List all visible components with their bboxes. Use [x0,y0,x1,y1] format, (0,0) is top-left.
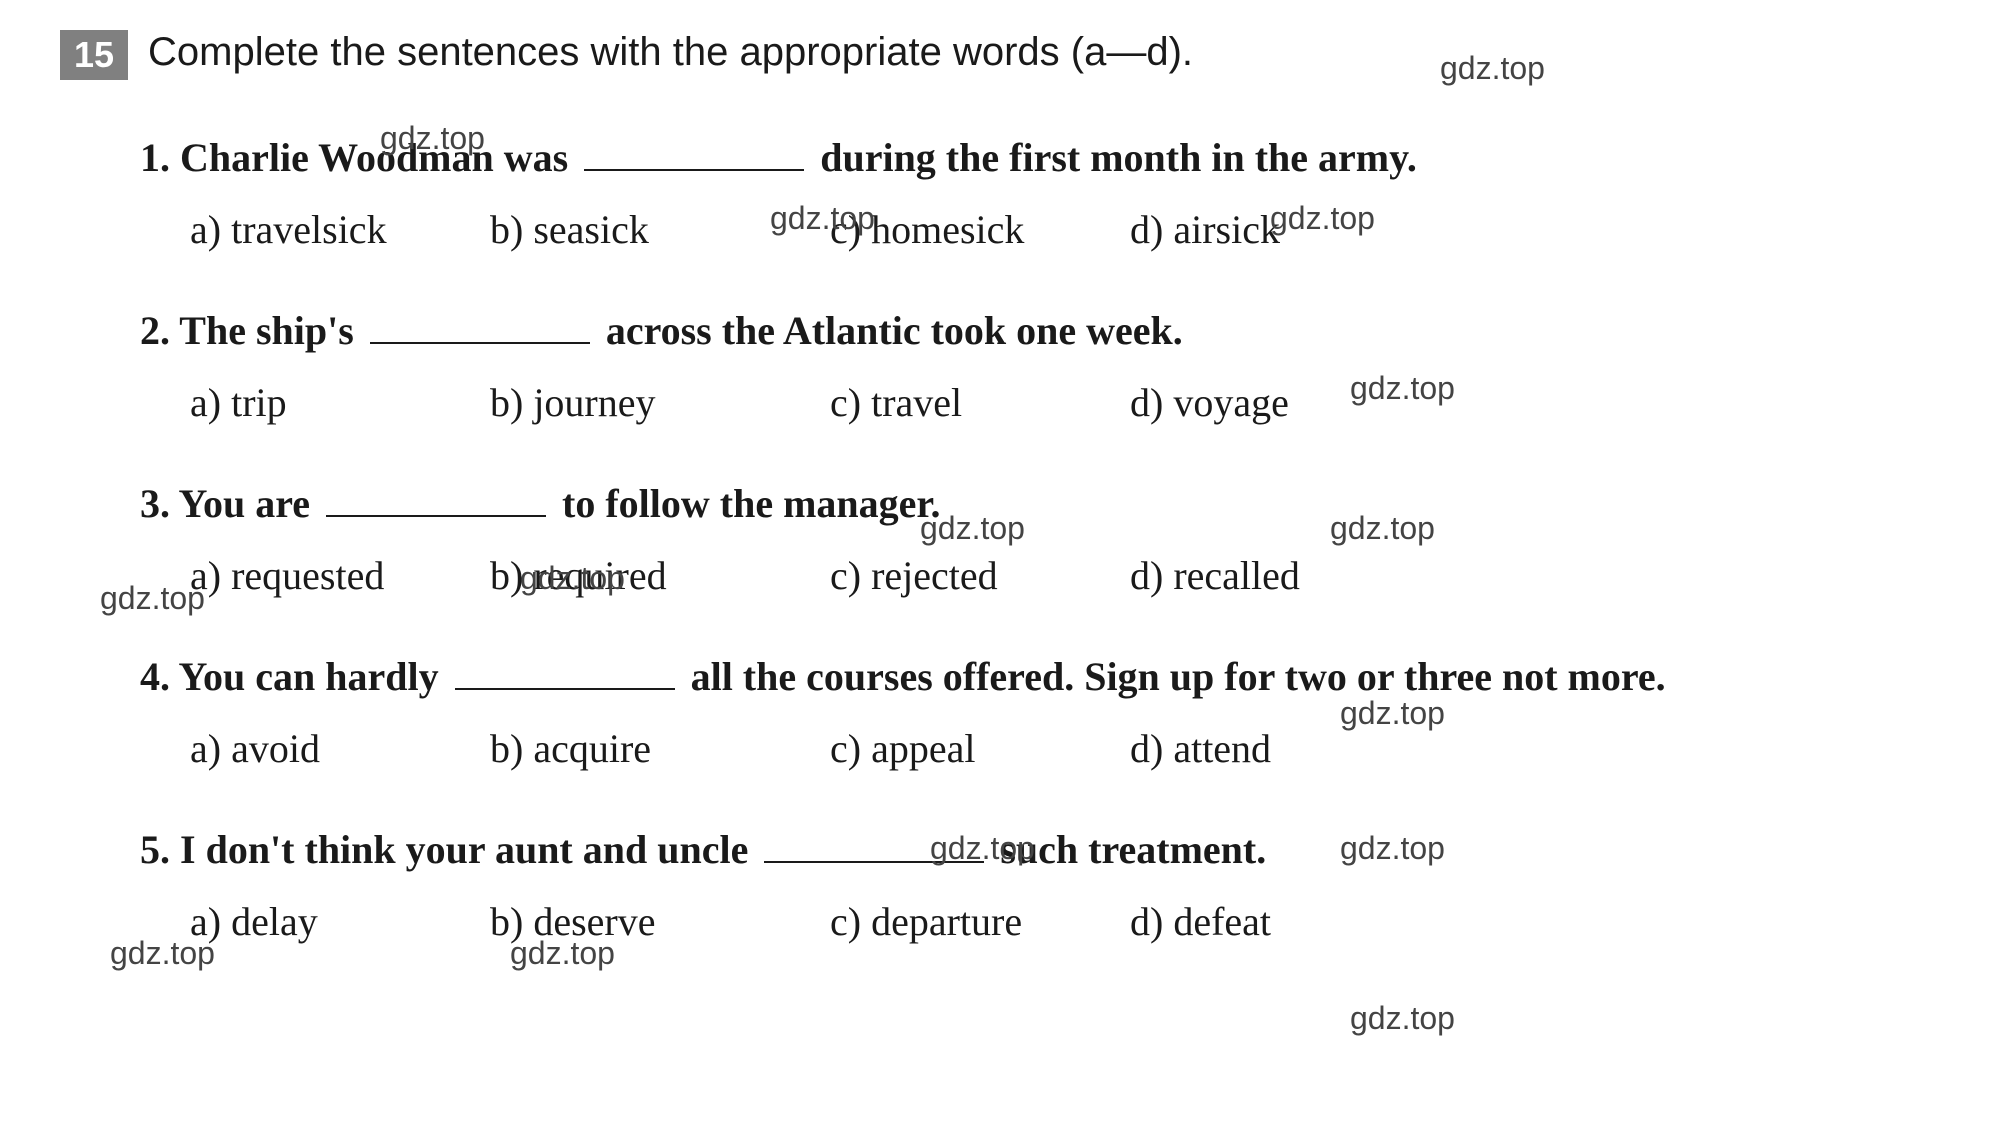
option-2b[interactable]: b) journey [490,379,830,426]
question-4-text: 4. You can hardly all the courses offere… [140,649,1941,705]
option-2c[interactable]: c) travel [830,379,1130,426]
question-1-after: during the first month in the army. [820,135,1417,180]
option-4a[interactable]: a) avoid [190,725,490,772]
question-5: 5. I don't think your aunt and uncle suc… [140,822,1941,945]
option-4d[interactable]: d) attend [1130,725,1430,772]
question-2-options: a) trip b) journey c) travel d) voyage [140,379,1941,426]
question-1-number: 1. [140,135,170,180]
question-4: 4. You can hardly all the courses offere… [140,649,1941,772]
question-4-number: 4. [140,654,170,699]
question-3-before: You are [179,481,310,526]
question-3-number: 3. [140,481,170,526]
blank-input[interactable] [326,509,546,517]
question-1: 1. Charlie Woodman was during the first … [140,130,1941,253]
question-5-text: 5. I don't think your aunt and uncle suc… [140,822,1941,878]
option-3b[interactable]: b) required [490,552,830,599]
question-1-text: 1. Charlie Woodman was during the first … [140,130,1941,186]
question-3-options: a) requested b) required c) rejected d) … [140,552,1941,599]
question-4-before: You can hardly [179,654,439,699]
question-5-options: a) delay b) deserve c) departure d) defe… [140,898,1941,945]
question-3: 3. You are to follow the manager. a) req… [140,476,1941,599]
question-5-number: 5. [140,827,170,872]
option-5b[interactable]: b) deserve [490,898,830,945]
exercise-instruction: Complete the sentences with the appropri… [148,30,1193,75]
exercise-number: 15 [60,30,128,80]
question-5-after: such treatment. [1000,827,1266,872]
question-4-after: all the courses offered. Sign up for two… [691,654,1666,699]
blank-input[interactable] [584,163,804,171]
question-1-before: Charlie Woodman was [180,135,568,180]
question-5-before: I don't think your aunt and uncle [180,827,748,872]
option-2a[interactable]: a) trip [190,379,490,426]
option-3c[interactable]: c) rejected [830,552,1130,599]
question-2: 2. The ship's across the Atlantic took o… [140,303,1941,426]
option-3d[interactable]: d) recalled [1130,552,1430,599]
option-4c[interactable]: c) appeal [830,725,1130,772]
blank-input[interactable] [370,336,590,344]
questions-container: 1. Charlie Woodman was during the first … [60,130,1941,945]
question-2-before: The ship's [179,308,354,353]
question-4-options: a) avoid b) acquire c) appeal d) attend [140,725,1941,772]
option-1d[interactable]: d) airsick [1130,206,1430,253]
option-1c[interactable]: c) homesick [830,206,1130,253]
blank-input[interactable] [455,682,675,690]
option-1b[interactable]: b) seasick [490,206,830,253]
watermark: gdz.top [1350,1000,1455,1037]
option-5a[interactable]: a) delay [190,898,490,945]
question-3-after: to follow the manager. [562,481,940,526]
exercise-header: 15 Complete the sentences with the appro… [60,30,1941,80]
question-2-after: across the Atlantic took one week. [606,308,1183,353]
blank-input[interactable] [764,855,984,863]
option-3a[interactable]: a) requested [190,552,490,599]
question-3-text: 3. You are to follow the manager. [140,476,1941,532]
option-2d[interactable]: d) voyage [1130,379,1430,426]
option-5c[interactable]: c) departure [830,898,1130,945]
question-2-text: 2. The ship's across the Atlantic took o… [140,303,1941,359]
option-1a[interactable]: a) travelsick [190,206,490,253]
question-2-number: 2. [140,308,170,353]
option-5d[interactable]: d) defeat [1130,898,1430,945]
option-4b[interactable]: b) acquire [490,725,830,772]
question-1-options: a) travelsick b) seasick c) homesick d) … [140,206,1941,253]
